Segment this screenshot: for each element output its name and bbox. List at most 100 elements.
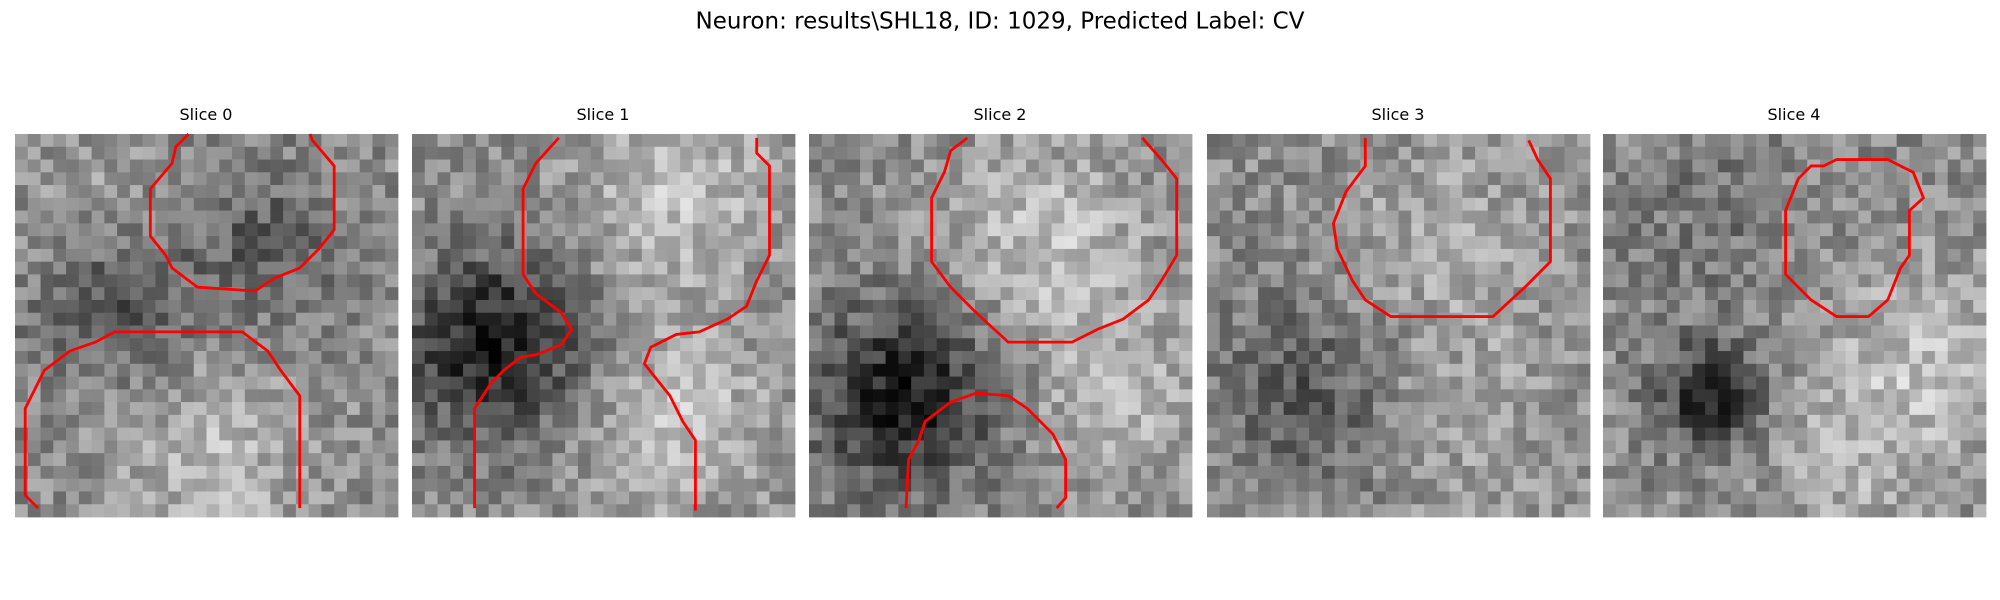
pixel	[1705, 312, 1719, 326]
pixel	[1128, 338, 1142, 352]
pixel	[15, 389, 29, 403]
pixel	[40, 491, 54, 505]
pixel	[1973, 465, 1987, 480]
pixel	[1526, 402, 1540, 416]
pixel	[743, 376, 758, 390]
pixel	[270, 210, 284, 224]
pixel	[78, 299, 92, 314]
pixel	[616, 351, 630, 365]
pixel	[949, 223, 963, 237]
pixel	[295, 465, 310, 480]
pixel	[1424, 197, 1438, 211]
pixel	[321, 312, 335, 326]
pixel	[949, 274, 963, 288]
pixel	[385, 261, 399, 275]
pixel	[1628, 389, 1642, 403]
pixel	[321, 248, 335, 263]
pixel	[1603, 185, 1617, 199]
pixel	[1487, 504, 1502, 518]
pixel	[1115, 363, 1129, 377]
pixel	[1934, 402, 1949, 416]
pixel	[1309, 248, 1323, 263]
pixel	[1909, 440, 1923, 454]
pixel	[244, 491, 258, 505]
pixel	[629, 299, 643, 314]
pixel	[66, 325, 80, 339]
pixel	[1641, 134, 1655, 148]
pixel	[1845, 338, 1859, 352]
pixel	[1449, 159, 1463, 173]
pixel	[1245, 389, 1259, 403]
pixel	[1219, 504, 1233, 518]
pixel	[860, 440, 874, 454]
pixel	[219, 363, 233, 377]
pixel	[1334, 491, 1348, 505]
pixel	[949, 159, 963, 173]
pixel	[1334, 389, 1348, 403]
pixel	[1372, 185, 1387, 199]
pixel	[1960, 134, 1974, 148]
pixel	[104, 312, 118, 326]
pixel	[104, 414, 118, 429]
pixel	[1858, 478, 1872, 492]
pixel	[1615, 465, 1629, 480]
pixel	[1296, 197, 1310, 211]
pixel	[180, 440, 195, 454]
pixel	[565, 159, 579, 173]
pixel	[15, 312, 29, 326]
pixel	[1411, 236, 1425, 250]
pixel	[1781, 402, 1795, 416]
pixel	[885, 223, 899, 237]
pixel	[1296, 453, 1310, 467]
pixel	[847, 325, 861, 339]
pixel	[834, 504, 848, 518]
pixel	[1102, 223, 1116, 237]
pixel	[1756, 197, 1770, 211]
pixel	[1064, 134, 1078, 148]
pixel	[1245, 134, 1259, 148]
pixel	[1411, 287, 1425, 301]
pixel	[463, 325, 477, 339]
pixel	[1232, 261, 1246, 275]
pixel	[809, 402, 823, 416]
pixel	[552, 414, 566, 429]
pixel	[40, 172, 54, 186]
pixel	[385, 351, 399, 365]
pixel	[1064, 376, 1078, 390]
pixel	[821, 159, 835, 173]
pixel	[705, 210, 719, 224]
pixel	[488, 274, 502, 288]
pixel	[40, 453, 54, 467]
pixel	[1245, 172, 1259, 186]
pixel	[232, 402, 246, 416]
pixel	[1551, 146, 1565, 160]
pixel	[1628, 134, 1642, 148]
pixel	[206, 134, 220, 148]
pixel	[1666, 402, 1680, 416]
pixel	[1153, 478, 1167, 492]
pixel	[1832, 376, 1846, 390]
pixel	[66, 491, 80, 505]
pixel	[1077, 159, 1091, 173]
pixel	[1296, 287, 1310, 301]
pixel	[1179, 172, 1193, 186]
pixel	[1077, 261, 1091, 275]
pixel	[1179, 159, 1193, 173]
pixel	[1115, 274, 1129, 288]
pixel	[1258, 504, 1272, 518]
pixel	[756, 197, 770, 211]
pixel	[1807, 236, 1821, 250]
pixel	[1551, 274, 1565, 288]
pixel	[616, 325, 630, 339]
pixel	[155, 146, 169, 160]
pixel	[1232, 210, 1246, 224]
pixel	[66, 223, 80, 237]
pixel	[1128, 146, 1142, 160]
pixel	[1705, 465, 1719, 480]
pixel	[987, 236, 1001, 250]
pixel	[1475, 185, 1489, 199]
pixel	[1398, 427, 1412, 441]
pixel	[1756, 338, 1770, 352]
pixel	[1564, 389, 1578, 403]
pixel	[1628, 440, 1642, 454]
